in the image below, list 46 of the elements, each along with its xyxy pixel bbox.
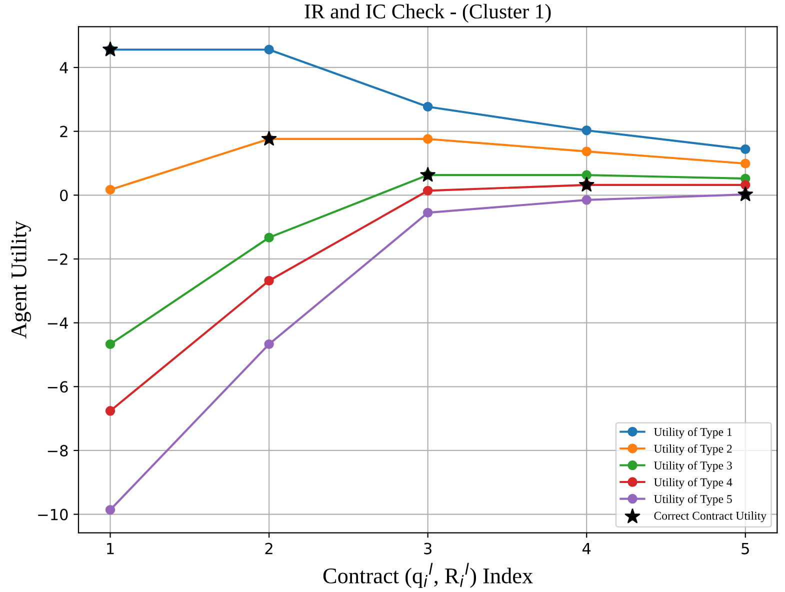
y-tick-label: −2 bbox=[48, 253, 68, 265]
legend-label: Utility of Type 1 bbox=[654, 428, 732, 438]
legend-label: Utility of Type 3 bbox=[654, 461, 732, 472]
y-axis-title: Agent Utility bbox=[10, 220, 31, 338]
point bbox=[582, 195, 592, 205]
point bbox=[578, 176, 594, 192]
point bbox=[740, 144, 750, 154]
y-tick-label: −4 bbox=[48, 317, 68, 329]
point bbox=[261, 131, 277, 146]
chart-title: IR and IC Check - (Cluster 1) bbox=[304, 4, 551, 23]
y-tick-label: 0 bbox=[60, 190, 68, 202]
x-tick-label: 3 bbox=[424, 542, 432, 554]
y-tick-label: 2 bbox=[60, 126, 68, 138]
y-tick-label: −10 bbox=[38, 508, 68, 520]
point bbox=[264, 232, 274, 242]
legend-label: Utility of Type 2 bbox=[654, 444, 732, 456]
point bbox=[422, 134, 433, 144]
point bbox=[420, 167, 436, 182]
point bbox=[740, 158, 750, 168]
legend-label: Correct Contract Utility bbox=[654, 511, 766, 522]
point bbox=[422, 186, 433, 196]
point bbox=[105, 339, 116, 350]
y-tick-label: −8 bbox=[48, 444, 68, 456]
point bbox=[582, 146, 592, 156]
y-tick-label: 4 bbox=[60, 62, 68, 74]
x-tick-label: 1 bbox=[107, 542, 114, 554]
point bbox=[422, 208, 433, 218]
legend-label: Utility of Type 5 bbox=[654, 494, 732, 506]
point bbox=[105, 504, 116, 515]
point bbox=[264, 276, 274, 286]
point bbox=[582, 126, 592, 136]
point bbox=[738, 186, 754, 202]
point bbox=[422, 102, 433, 112]
point bbox=[105, 184, 116, 195]
point bbox=[105, 406, 116, 416]
point bbox=[740, 180, 750, 190]
point bbox=[102, 42, 118, 56]
x-tick-label: 2 bbox=[265, 542, 272, 554]
x-tick-label: 5 bbox=[742, 542, 749, 554]
point bbox=[264, 44, 274, 54]
x-axis-title: Contract (q$_{i}$$^{l}$, R$_{i}$$^{l}$) Index bbox=[323, 562, 533, 588]
point bbox=[264, 339, 274, 350]
point bbox=[582, 170, 592, 180]
legend-label: Utility of Type 4 bbox=[654, 478, 732, 489]
y-tick-label: −6 bbox=[48, 381, 68, 393]
x-tick-label: 4 bbox=[582, 542, 591, 554]
